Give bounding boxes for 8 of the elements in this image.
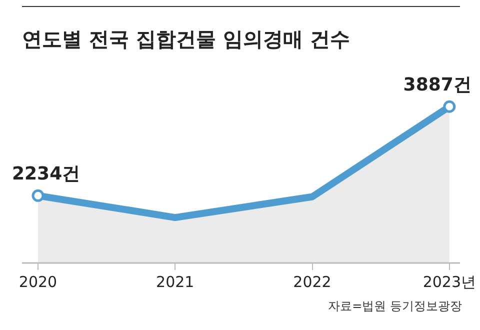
annotation: 자료=법원 등기정보광장 (328, 298, 462, 315)
x-tick-label: 2021 (156, 272, 194, 291)
x-tick-label: 2022 (293, 272, 332, 291)
data-label: 3887건 (403, 74, 472, 96)
x-tick-label: 2020 (18, 272, 58, 291)
chart-title: 연도별 전국 집합건물 임의경매 건수 (22, 26, 350, 53)
x-tick-label: 2023년 (422, 272, 476, 291)
data-label: 2234건 (12, 163, 80, 184)
